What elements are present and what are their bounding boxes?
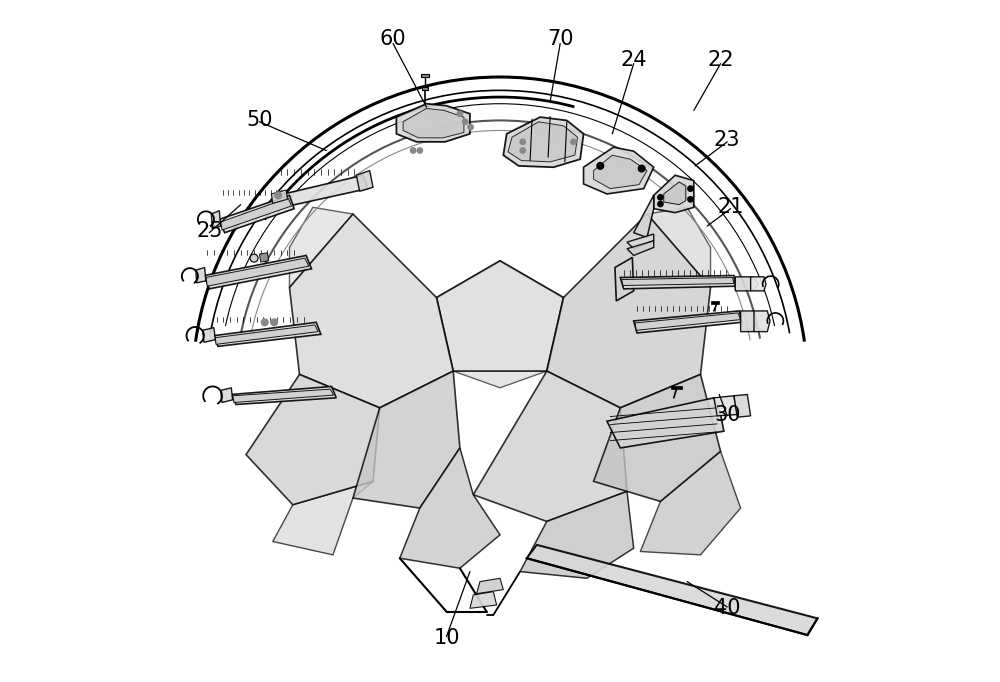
Polygon shape xyxy=(356,170,373,191)
Polygon shape xyxy=(473,371,627,522)
Polygon shape xyxy=(246,374,380,505)
Text: 22: 22 xyxy=(707,50,734,70)
Text: 60: 60 xyxy=(380,29,406,49)
Polygon shape xyxy=(627,234,654,249)
Polygon shape xyxy=(233,389,334,402)
Polygon shape xyxy=(206,258,309,286)
Circle shape xyxy=(658,194,663,200)
Text: 70: 70 xyxy=(547,29,573,49)
Polygon shape xyxy=(520,491,634,578)
Circle shape xyxy=(688,196,693,202)
Polygon shape xyxy=(654,175,694,213)
Circle shape xyxy=(463,119,468,124)
Polygon shape xyxy=(196,267,206,283)
Polygon shape xyxy=(615,258,634,301)
Polygon shape xyxy=(353,371,460,508)
Polygon shape xyxy=(734,394,751,417)
Polygon shape xyxy=(400,448,500,568)
Circle shape xyxy=(638,165,645,172)
Text: 21: 21 xyxy=(717,197,744,218)
Polygon shape xyxy=(547,214,711,408)
Circle shape xyxy=(658,201,663,207)
Polygon shape xyxy=(751,277,766,291)
Circle shape xyxy=(410,148,416,153)
Polygon shape xyxy=(508,122,578,162)
Polygon shape xyxy=(671,387,682,389)
Polygon shape xyxy=(503,117,584,167)
Polygon shape xyxy=(231,387,336,404)
Polygon shape xyxy=(647,207,711,288)
Polygon shape xyxy=(403,108,464,138)
Polygon shape xyxy=(437,261,563,388)
Polygon shape xyxy=(607,398,724,448)
Text: 23: 23 xyxy=(714,130,740,151)
Polygon shape xyxy=(664,182,686,205)
Polygon shape xyxy=(221,388,233,402)
Polygon shape xyxy=(219,195,294,233)
Polygon shape xyxy=(422,87,428,90)
Polygon shape xyxy=(477,578,503,593)
Polygon shape xyxy=(620,276,735,289)
Circle shape xyxy=(571,139,576,145)
Polygon shape xyxy=(396,104,470,142)
Polygon shape xyxy=(273,481,373,555)
Polygon shape xyxy=(714,396,737,416)
Polygon shape xyxy=(634,311,742,333)
Polygon shape xyxy=(271,190,287,203)
Polygon shape xyxy=(421,74,429,77)
Polygon shape xyxy=(278,175,368,207)
Polygon shape xyxy=(211,211,221,228)
Circle shape xyxy=(271,319,277,325)
Circle shape xyxy=(261,319,268,325)
Circle shape xyxy=(597,162,604,169)
Text: 50: 50 xyxy=(246,110,273,130)
Circle shape xyxy=(250,254,258,262)
Polygon shape xyxy=(735,277,758,291)
Polygon shape xyxy=(289,214,453,408)
Text: 40: 40 xyxy=(714,598,740,619)
Polygon shape xyxy=(259,253,269,262)
Polygon shape xyxy=(584,147,654,194)
Polygon shape xyxy=(627,241,654,256)
Text: 10: 10 xyxy=(433,628,460,649)
Polygon shape xyxy=(203,327,215,342)
Polygon shape xyxy=(470,592,497,608)
Circle shape xyxy=(520,148,525,153)
Polygon shape xyxy=(214,323,321,346)
Polygon shape xyxy=(527,545,817,635)
Text: 24: 24 xyxy=(620,50,647,70)
Polygon shape xyxy=(711,301,719,304)
Polygon shape xyxy=(289,207,353,288)
Polygon shape xyxy=(215,325,318,344)
Polygon shape xyxy=(635,313,741,330)
Polygon shape xyxy=(622,278,734,286)
Polygon shape xyxy=(594,155,647,189)
Circle shape xyxy=(457,111,463,117)
Polygon shape xyxy=(741,311,757,331)
Polygon shape xyxy=(640,451,741,555)
Polygon shape xyxy=(754,311,770,331)
Text: 30: 30 xyxy=(714,404,740,424)
Circle shape xyxy=(688,186,693,191)
Circle shape xyxy=(275,192,281,198)
Polygon shape xyxy=(634,195,654,237)
Text: 25: 25 xyxy=(196,221,223,241)
Circle shape xyxy=(468,124,473,130)
Polygon shape xyxy=(594,374,721,501)
Circle shape xyxy=(520,139,525,145)
Polygon shape xyxy=(205,256,312,289)
Circle shape xyxy=(417,148,422,153)
Polygon shape xyxy=(221,198,291,230)
Polygon shape xyxy=(437,261,563,371)
